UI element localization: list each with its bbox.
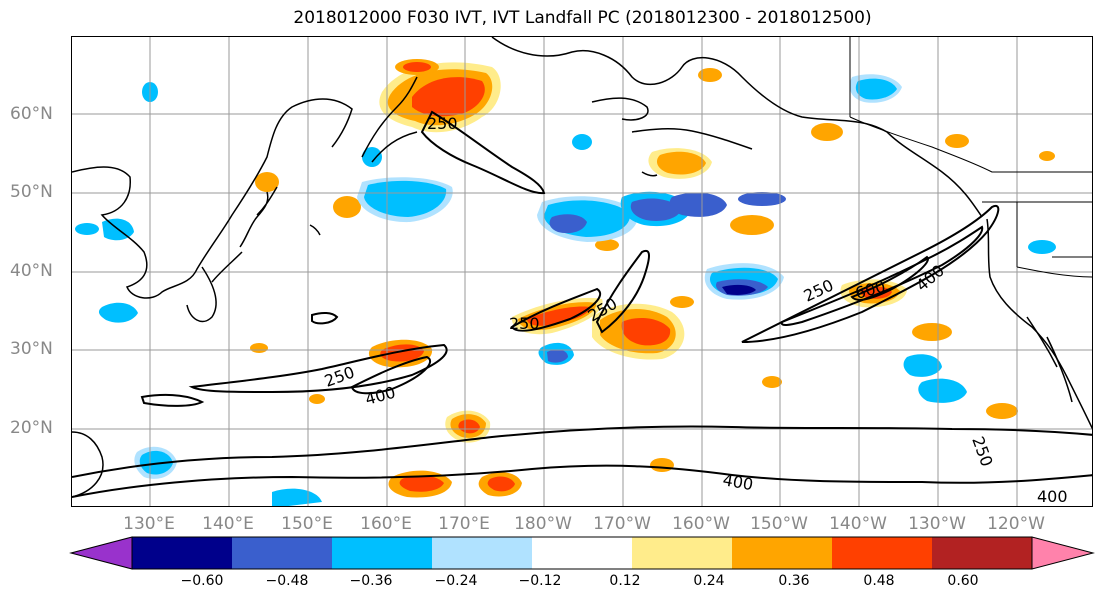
colorbar-tick: −0.12	[518, 573, 562, 589]
colorbar-tick: −0.48	[265, 573, 309, 589]
lon-label-160w: 160°W	[672, 514, 730, 534]
colorbar-left-arrow	[69, 536, 133, 570]
lon-label-160e: 160°E	[360, 514, 412, 534]
colorbar-segment	[632, 537, 733, 569]
colorbar-tick: 0.24	[693, 573, 725, 589]
contour-label: 250	[509, 314, 540, 333]
colorbar-tick: −0.36	[349, 573, 393, 589]
map-panel: 250 250 250 250 250 400 400 600 400 250 …	[71, 36, 1093, 507]
lat-label-20n: 20°N	[10, 418, 53, 438]
lat-label-60n: 60°N	[10, 104, 53, 124]
lon-label-130e: 130°E	[123, 514, 175, 534]
lon-label-170e: 170°E	[438, 514, 490, 534]
colorbar-right-arrow	[1031, 536, 1095, 570]
colorbar-tick: 0.36	[778, 573, 810, 589]
lon-label-130w: 130°W	[908, 514, 966, 534]
coastlines	[72, 37, 1092, 498]
colorbar-tick: 0.60	[947, 573, 979, 589]
colorbar-tick: −0.60	[180, 573, 224, 589]
lon-label-150w: 150°W	[750, 514, 808, 534]
colorbar-segment	[232, 537, 333, 569]
lon-label-140w: 140°W	[829, 514, 887, 534]
colorbar-tick: 0.12	[609, 573, 641, 589]
colorbar-segment	[132, 537, 233, 569]
contour-label: 400	[721, 470, 754, 494]
contour-label: 400	[912, 261, 948, 295]
colorbar-tick: −0.24	[434, 573, 478, 589]
borders	[849, 37, 1092, 278]
colorbar-segment	[532, 537, 633, 569]
lon-label-120w: 120°W	[987, 514, 1045, 534]
lat-label-30n: 30°N	[10, 339, 53, 359]
contour-label: 400	[1037, 487, 1068, 506]
colorbar-segment	[732, 537, 833, 569]
lon-label-150e: 150°E	[281, 514, 333, 534]
contour-label: 250	[968, 434, 996, 469]
colorbar-segment	[832, 537, 933, 569]
lat-label-40n: 40°N	[10, 261, 53, 281]
lon-label-180w: 180°W	[514, 514, 572, 534]
contour-label: 250	[427, 114, 458, 133]
lon-label-140e: 140°E	[202, 514, 254, 534]
colorbar-segment	[932, 537, 1033, 569]
map-title: 2018012000 F030 IVT, IVT Landfall PC (20…	[293, 8, 872, 28]
positive-anomaly-fills	[250, 59, 1055, 498]
negative-anomaly-fills	[75, 74, 1056, 506]
colorbar	[69, 536, 1095, 570]
contour-label: 400	[363, 383, 397, 409]
map-canvas: 250 250 250 250 250 400 400 600 400 250 …	[72, 37, 1092, 506]
colorbar-segment	[332, 537, 433, 569]
ivt-contours	[72, 110, 1092, 498]
colorbar-segment	[432, 537, 533, 569]
lat-label-50n: 50°N	[10, 182, 53, 202]
colorbar-tick: 0.48	[863, 573, 895, 589]
lon-label-170w: 170°W	[593, 514, 651, 534]
